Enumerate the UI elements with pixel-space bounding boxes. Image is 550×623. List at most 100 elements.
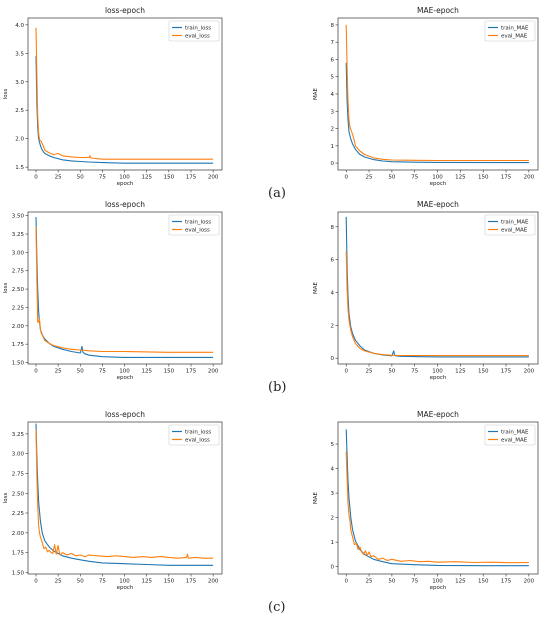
- legend-label-eval_loss: eval_loss: [185, 34, 210, 40]
- x-tick-label: 0: [344, 369, 348, 375]
- y-tick-label: 2.75: [12, 471, 25, 477]
- y-tick-label: 1: [331, 144, 335, 150]
- x-tick-label: 175: [186, 579, 197, 585]
- y-tick-label: 8: [331, 23, 335, 29]
- legend-label-eval_MAE: eval_MAE: [501, 438, 528, 444]
- chart-title: loss-epoch: [105, 6, 145, 15]
- x-tick-label: 50: [77, 175, 84, 181]
- y-axis-label: MAE: [313, 87, 319, 100]
- x-tick-label: 0: [34, 579, 38, 585]
- x-axis-label: epoch: [117, 375, 134, 381]
- y-tick-label: 1: [331, 540, 335, 546]
- y-tick-label: 2.0: [15, 137, 24, 143]
- x-tick-label: 50: [388, 579, 395, 585]
- plot-frame: [337, 421, 539, 575]
- legend-label-train_MAE: train_MAE: [501, 220, 529, 226]
- y-tick-label: 4: [331, 291, 335, 297]
- x-tick-label: 200: [208, 175, 219, 181]
- caption-c: (c): [268, 600, 286, 615]
- legend: train_MAE eval_MAE: [484, 214, 536, 236]
- series-line-train_MAE: [345, 429, 529, 567]
- y-tick-label: 3: [331, 109, 335, 115]
- legend-label-train_loss: train_loss: [185, 26, 211, 32]
- legend-label-train_MAE: train_MAE: [501, 26, 529, 32]
- x-tick-label: 75: [99, 579, 106, 585]
- plot-frame: [337, 211, 539, 365]
- y-axis-label: loss: [3, 89, 9, 100]
- chart-a-loss: loss-epoch 0 25 50 75 100 125 150 175 200 1.5 2.0 2.…: [3, 6, 223, 187]
- y-tick-label: 0: [331, 161, 335, 167]
- y-axis-label: loss: [3, 493, 9, 504]
- y-tick-label: 3.00: [12, 250, 25, 256]
- x-tick-label: 0: [34, 175, 38, 181]
- x-tick-label: 125: [141, 579, 152, 585]
- legend-label-eval_MAE: eval_MAE: [501, 34, 528, 40]
- y-tick-label: 7: [331, 40, 335, 46]
- series-line-eval_MAE: [345, 451, 529, 564]
- x-tick-label: 175: [186, 175, 197, 181]
- x-tick-label: 125: [455, 175, 466, 181]
- chart-title: MAE-epoch: [417, 200, 459, 209]
- x-tick-label: 200: [208, 579, 219, 585]
- x-tick-label: 125: [141, 369, 152, 375]
- y-tick-label: 1.75: [12, 342, 25, 348]
- y-tick-label: 2.25: [12, 511, 25, 517]
- series-line-eval_MAE: [345, 24, 529, 162]
- x-tick-label: 75: [99, 175, 106, 181]
- chart-c-mae: MAE-epoch 0 25 50 75 100 125 150 175 200 0 1 2 3 4 5 epo…: [313, 410, 539, 591]
- x-tick-label: 125: [455, 369, 466, 375]
- x-tick-label: 75: [99, 369, 106, 375]
- y-tick-label: 1.75: [12, 551, 25, 557]
- x-tick-label: 175: [501, 579, 512, 585]
- chart-title: MAE-epoch: [417, 410, 459, 419]
- x-tick-label: 150: [164, 579, 175, 585]
- y-tick-label: 2.75: [12, 269, 25, 275]
- legend-label-train_loss: train_loss: [185, 220, 211, 226]
- x-tick-label: 175: [501, 369, 512, 375]
- legend: train_MAE eval_MAE: [484, 424, 536, 446]
- y-tick-label: 3.25: [12, 432, 25, 438]
- x-tick-label: 50: [77, 579, 84, 585]
- y-tick-label: 2: [331, 127, 335, 133]
- series-line-train_loss: [35, 217, 214, 358]
- chart-b-loss: loss-epoch 0 25 50 75 100 125 150 175 200 1.50 1.75…: [3, 200, 223, 381]
- y-tick-label: 2.50: [12, 491, 25, 497]
- y-axis-label: loss: [3, 283, 9, 294]
- series-line-eval_loss: [35, 27, 214, 160]
- y-tick-label: 4: [331, 92, 335, 98]
- x-axis-label: epoch: [430, 375, 447, 381]
- series-line-eval_loss: [35, 226, 214, 353]
- x-tick-label: 25: [366, 579, 373, 585]
- x-tick-label: 75: [411, 579, 418, 585]
- caption-b: (b): [268, 380, 287, 395]
- x-tick-label: 100: [119, 175, 130, 181]
- legend: train_MAE eval_MAE: [484, 20, 536, 42]
- y-tick-label: 5: [331, 442, 335, 448]
- y-tick-label: 3.50: [12, 214, 25, 220]
- legend: train_loss eval_loss: [168, 214, 220, 236]
- series-line-train_MAE: [345, 216, 529, 358]
- y-tick-label: 1.5: [15, 165, 24, 171]
- x-tick-label: 175: [501, 175, 512, 181]
- chart-title: loss-epoch: [105, 200, 145, 209]
- x-tick-label: 125: [455, 579, 466, 585]
- series-line-eval_loss: [35, 429, 214, 559]
- x-tick-label: 25: [366, 369, 373, 375]
- x-tick-label: 150: [164, 369, 175, 375]
- chart-title: MAE-epoch: [417, 6, 459, 15]
- legend-label-eval_MAE: eval_MAE: [501, 228, 528, 234]
- y-tick-label: 3.5: [15, 51, 24, 57]
- legend-label-eval_loss: eval_loss: [185, 438, 210, 444]
- legend-label-eval_loss: eval_loss: [185, 228, 210, 234]
- x-tick-label: 25: [55, 579, 62, 585]
- x-tick-label: 100: [119, 369, 130, 375]
- plot-frame: [27, 211, 223, 365]
- y-tick-label: 4: [331, 467, 335, 473]
- y-tick-label: 3.0: [15, 80, 24, 86]
- y-tick-label: 6: [331, 57, 335, 63]
- y-tick-label: 4.0: [15, 23, 24, 29]
- x-axis-label: epoch: [117, 585, 134, 591]
- legend-label-train_loss: train_loss: [185, 430, 211, 436]
- x-tick-label: 150: [478, 369, 489, 375]
